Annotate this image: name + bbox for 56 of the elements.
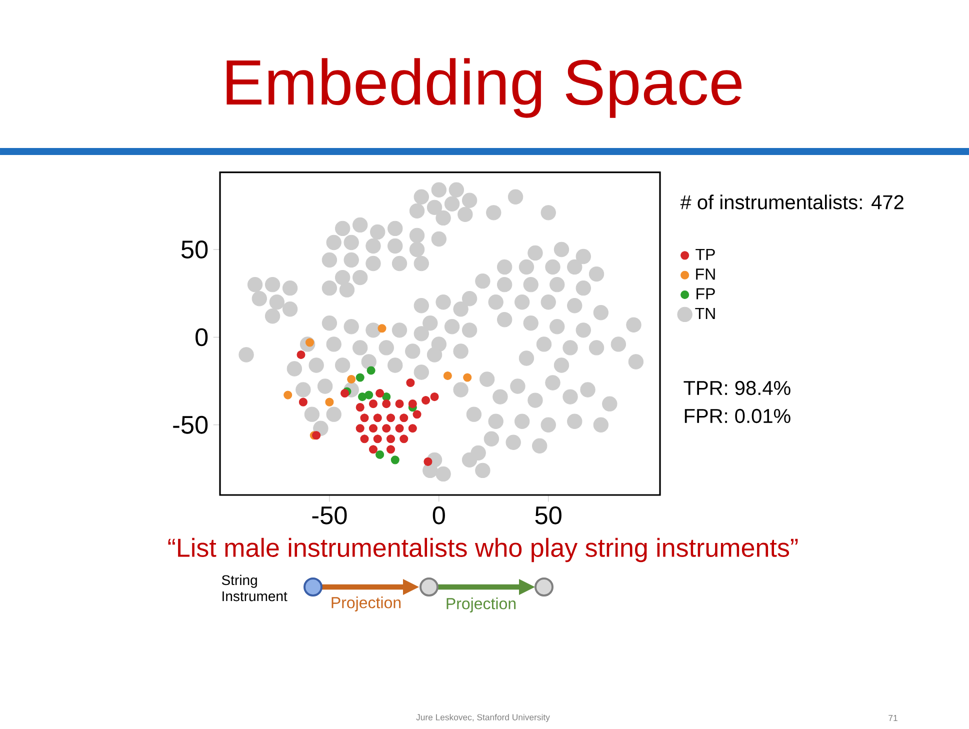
- legend-label: TN: [695, 308, 715, 319]
- point: [382, 400, 391, 408]
- text: FPR: 0.01%: [684, 408, 790, 424]
- point: [386, 445, 396, 454]
- point: [360, 414, 369, 422]
- point: [356, 373, 364, 382]
- legend-label: FN: [696, 268, 715, 280]
- point: [412, 410, 422, 419]
- point: [422, 396, 430, 405]
- text: TPR: 98.4%: [684, 380, 790, 396]
- point: [347, 374, 356, 384]
- point: [390, 456, 400, 464]
- text: “List male instrumentalists who play string instruments”: [168, 538, 798, 562]
- point: [386, 414, 396, 422]
- point: [325, 398, 334, 406]
- point: [443, 371, 452, 380]
- point: [284, 390, 292, 400]
- y-tick-label: -50: [173, 416, 208, 434]
- text: Projection: [332, 596, 401, 612]
- point: [376, 389, 384, 398]
- y-tick-label: 50: [181, 240, 208, 258]
- point: [400, 414, 408, 422]
- text: # of instrumentalists: 472: [680, 194, 904, 210]
- point: [356, 424, 364, 433]
- point: [382, 424, 391, 433]
- legend-label: FP: [696, 288, 715, 300]
- x-tick-label: 50: [535, 506, 562, 524]
- point: [386, 434, 396, 444]
- y-tick-label: 0: [196, 328, 208, 346]
- chart-title: Embedding Space: [226, 58, 742, 118]
- point: [395, 400, 404, 408]
- text: Projection: [446, 598, 516, 612]
- point: [356, 403, 364, 412]
- point: [373, 434, 382, 444]
- point: [368, 400, 378, 408]
- point: [360, 434, 369, 444]
- text: Jure Leskovec, Stanford University: [416, 714, 550, 722]
- point: [368, 424, 378, 433]
- text: String Instrument: [222, 574, 288, 602]
- point: [463, 373, 472, 382]
- point: [406, 378, 415, 388]
- point: [373, 414, 382, 422]
- point: [430, 392, 439, 402]
- point: [376, 450, 384, 459]
- x-tick-label: -50: [312, 506, 347, 524]
- point: [296, 350, 306, 359]
- x-tick-label: 0: [432, 506, 445, 524]
- point: [408, 400, 417, 408]
- point: [364, 390, 374, 400]
- point: [400, 434, 408, 444]
- point: [395, 424, 404, 433]
- text: 71: [888, 715, 898, 721]
- point: [408, 424, 417, 433]
- legend-label: TP: [696, 248, 715, 260]
- point: [368, 445, 378, 454]
- point: [298, 398, 308, 406]
